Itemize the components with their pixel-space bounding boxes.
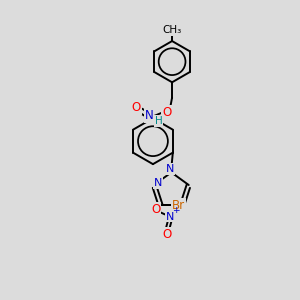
Text: O: O	[151, 203, 160, 216]
Text: N: N	[166, 212, 174, 222]
Text: CH₃: CH₃	[163, 25, 182, 35]
Text: N: N	[154, 178, 163, 188]
Text: O: O	[163, 228, 172, 241]
Text: Br: Br	[172, 199, 185, 212]
Text: +: +	[172, 206, 180, 214]
Text: O: O	[131, 101, 141, 114]
Text: N: N	[166, 164, 174, 174]
Text: O: O	[162, 106, 171, 119]
Text: H: H	[155, 116, 162, 126]
Text: N: N	[145, 109, 154, 122]
